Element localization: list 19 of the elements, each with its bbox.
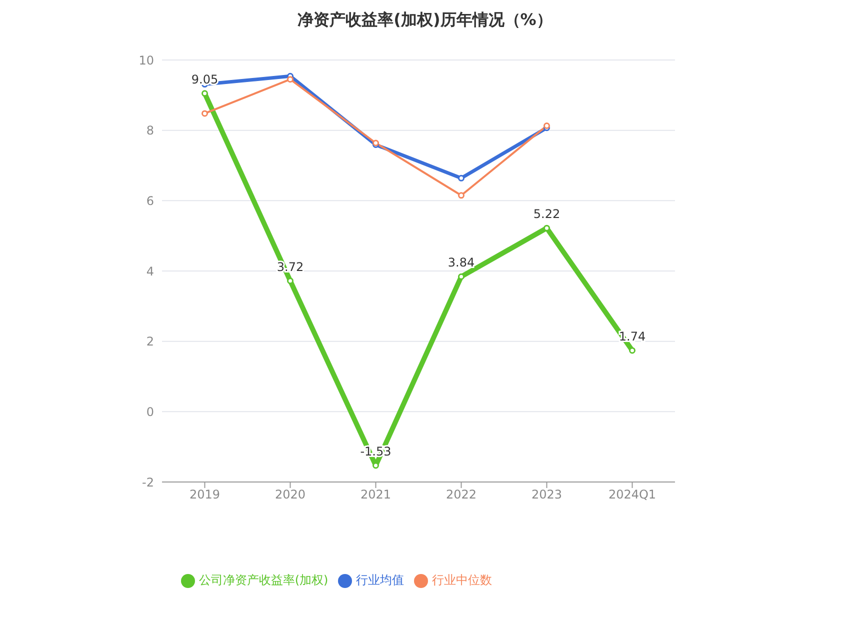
y-tick-label: 0 (146, 404, 154, 419)
y-tick-label: 6 (146, 194, 154, 208)
x-tick-label: 2020 (274, 488, 306, 502)
legend-label: 行业中位数 (432, 573, 492, 587)
x-tick-label: 2021 (360, 488, 392, 502)
data-label: 5.22 (533, 207, 560, 222)
y-tick-label: -2 (142, 475, 154, 490)
x-tick-label: 2024Q1 (608, 488, 656, 502)
chart-title: 净资产收益率(加权)历年情况（%） (296, 10, 554, 31)
y-tick-label: 8 (146, 124, 154, 138)
legend-label: 行业均值 (356, 573, 404, 587)
legend-label: 公司净资产收益率(加权) (198, 573, 328, 587)
y-tick-label: 2 (146, 334, 154, 349)
y-tick-label: 10 (138, 53, 154, 68)
x-tick-label: 2022 (446, 488, 477, 502)
data-label: 3.84 (448, 256, 475, 270)
y-tick-label: 4 (146, 264, 154, 278)
x-tick-label: 2019 (189, 488, 220, 502)
x-tick-label: 2023 (531, 488, 562, 502)
